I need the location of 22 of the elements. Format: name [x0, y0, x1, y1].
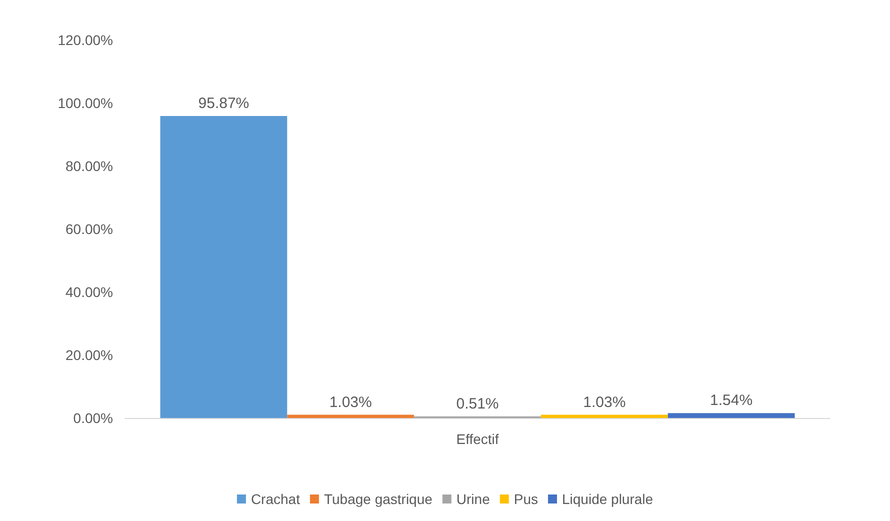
y-tick-label: 80.00% — [66, 158, 113, 174]
legend-label: Pus — [514, 491, 538, 507]
data-label: 1.54% — [710, 392, 753, 410]
y-tick-label: 40.00% — [66, 284, 113, 300]
bar — [160, 116, 288, 418]
data-label: 1.03% — [583, 394, 626, 411]
data-label: 0.51% — [456, 395, 499, 412]
bar — [668, 413, 795, 418]
y-tick-label: 60.00% — [66, 221, 113, 237]
y-tick-label: 20.00% — [66, 347, 113, 363]
y-tick-label: 120.00% — [58, 32, 113, 48]
y-tick-label: 100.00% — [58, 95, 113, 111]
data-label: 95.87% — [198, 95, 250, 112]
y-tick-label: 0.00% — [73, 410, 113, 426]
legend-label: Urine — [456, 491, 490, 507]
bar — [540, 414, 668, 418]
bar — [287, 414, 414, 418]
legend-label: Crachat — [250, 491, 300, 507]
data-label: 1.03% — [329, 394, 372, 411]
legend-label: Liquide plurale — [562, 491, 654, 507]
x-tick-label: Effectif — [456, 431, 499, 447]
legend-label: Tubage gastrique — [324, 491, 433, 507]
